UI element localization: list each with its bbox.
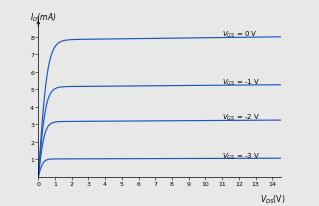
Text: $V_{GS}$ = 0 V: $V_{GS}$ = 0 V: [222, 30, 258, 40]
Text: $I_D$(mA): $I_D$(mA): [30, 11, 56, 24]
Text: $V_{GS}$ = -2 V: $V_{GS}$ = -2 V: [222, 112, 260, 123]
Text: $V_{GS}$ = -3 V: $V_{GS}$ = -3 V: [222, 151, 260, 161]
Text: $V_{DS}$(V): $V_{DS}$(V): [260, 193, 286, 205]
Text: $V_{GS}$ = -1 V: $V_{GS}$ = -1 V: [222, 77, 260, 88]
